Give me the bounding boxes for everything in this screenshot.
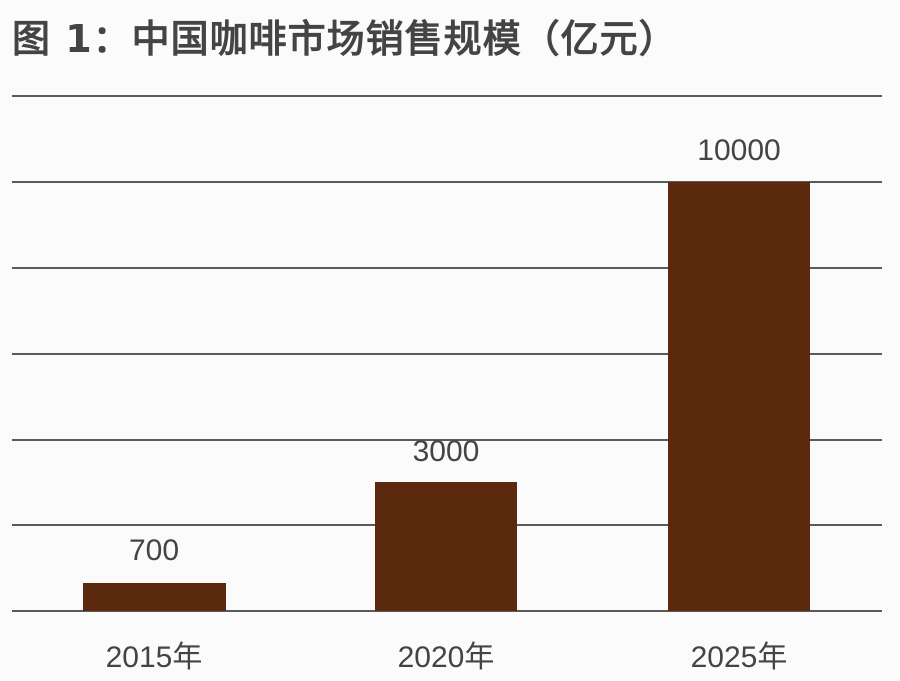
value-label-2015: 700	[128, 534, 180, 567]
category-label-2015: 2015年	[105, 641, 203, 674]
gridline	[12, 181, 882, 183]
gridline	[12, 439, 882, 441]
value-label-2020: 3000	[412, 435, 480, 468]
chart-title: 图 1：中国咖啡市场销售规模（亿元）	[12, 17, 678, 61]
gridline	[12, 95, 882, 97]
bar-2015	[83, 583, 226, 611]
gridline	[12, 353, 882, 355]
x-axis-baseline	[12, 610, 882, 612]
bar-2020	[375, 482, 517, 611]
bar-2025	[668, 182, 810, 611]
category-label-2025: 2025年	[690, 641, 788, 674]
value-label-2025: 10000	[697, 134, 781, 167]
gridline	[12, 267, 882, 269]
category-label-2020: 2020年	[397, 641, 495, 674]
